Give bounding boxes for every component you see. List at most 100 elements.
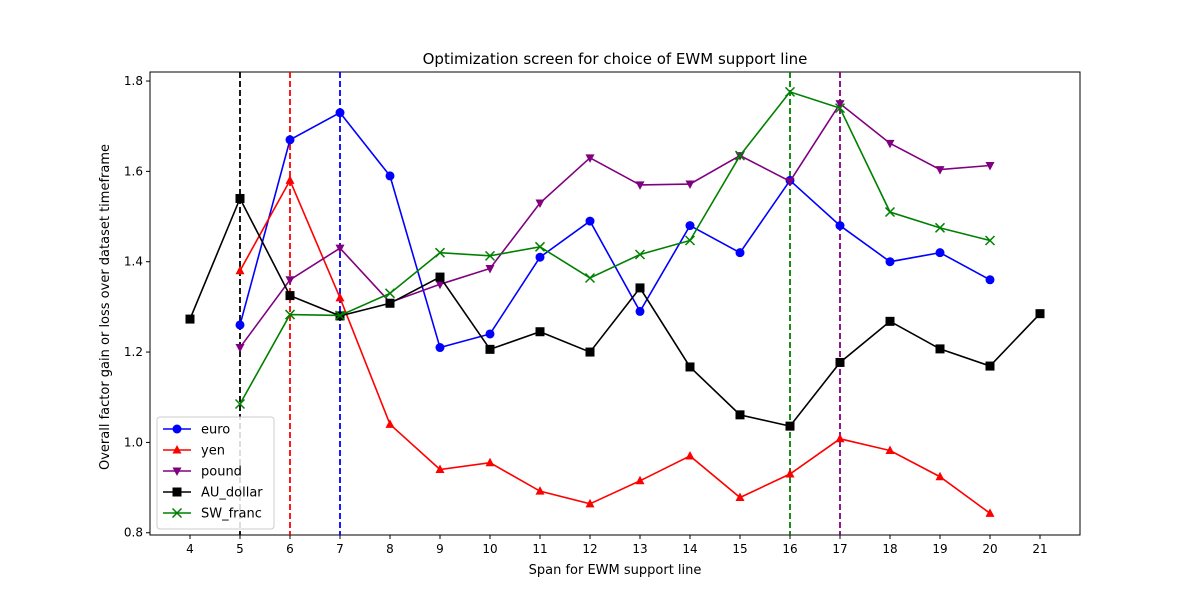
data-point — [885, 257, 895, 267]
plot-frame — [149, 71, 1081, 536]
series-line — [189, 196, 1041, 428]
data-point — [235, 320, 245, 330]
legend: euro yen pound AU_dollar SW_franc — [156, 416, 275, 530]
data-point — [935, 471, 945, 481]
data-point — [435, 343, 445, 353]
data-point — [735, 248, 745, 258]
data-point — [1035, 309, 1045, 319]
data-point — [734, 150, 746, 161]
data-point — [335, 108, 345, 118]
data-point — [235, 193, 245, 203]
data-point — [935, 248, 945, 258]
legend-label: SW_franc — [201, 507, 262, 522]
y-tick-label: 1.4 — [124, 255, 143, 269]
x-tick-label: 21 — [1032, 542, 1047, 556]
data-point — [685, 362, 695, 372]
data-point — [485, 329, 495, 339]
y-axis-label: Overall factor gain or loss over dataset… — [98, 144, 113, 470]
y-tick-label: 1.6 — [124, 164, 143, 178]
data-point — [785, 421, 795, 431]
legend-item: yen — [163, 444, 225, 459]
data-point — [285, 291, 295, 301]
data-point — [172, 424, 182, 434]
data-point — [385, 298, 395, 308]
data-point — [635, 306, 645, 316]
data-point — [435, 464, 445, 474]
y-tick-label: 0.8 — [124, 526, 143, 540]
data-point — [335, 244, 345, 254]
data-point — [835, 221, 845, 231]
series-line — [239, 102, 991, 349]
legend-box — [156, 416, 275, 530]
data-point — [385, 419, 395, 428]
x-tick-label: 10 — [482, 542, 497, 556]
legend-label: pound — [201, 465, 242, 480]
data-point — [285, 276, 295, 285]
data-point — [635, 283, 645, 293]
data-point — [685, 180, 695, 190]
series-pound — [235, 100, 995, 353]
data-point — [685, 221, 695, 231]
data-point — [585, 347, 595, 357]
x-tick-label: 9 — [436, 542, 444, 556]
y-tick-label: 1.2 — [124, 345, 143, 359]
data-point — [172, 445, 182, 454]
data-point — [935, 344, 945, 354]
x-tick-label: 6 — [286, 542, 294, 556]
data-point — [835, 100, 845, 109]
x-tick-label: 14 — [682, 542, 697, 556]
chart-title: Optimization screen for choice of EWM su… — [423, 50, 808, 68]
series-au-dollar — [185, 193, 1045, 431]
data-point — [534, 241, 546, 252]
series-yen — [235, 175, 995, 517]
data-point — [485, 457, 495, 467]
data-point — [185, 314, 195, 324]
series-line — [239, 90, 991, 405]
data-point — [735, 410, 745, 420]
x-tick-label: 5 — [236, 542, 244, 556]
data-point — [735, 492, 745, 502]
x-tick-label: 11 — [532, 542, 547, 556]
data-point — [784, 86, 796, 97]
data-point — [172, 467, 182, 476]
data-point — [285, 135, 295, 145]
data-point — [485, 264, 495, 274]
x-tick-label: 15 — [732, 542, 747, 556]
data-point — [985, 508, 995, 517]
data-point — [635, 181, 645, 190]
data-point — [935, 166, 945, 175]
data-point — [884, 206, 896, 218]
data-point — [635, 475, 645, 485]
series-euro — [235, 108, 995, 353]
data-point — [384, 288, 396, 299]
data-point — [385, 171, 395, 181]
x-tick-label: 20 — [982, 542, 997, 556]
data-point — [284, 309, 296, 320]
data-point — [985, 162, 995, 171]
data-point — [584, 272, 596, 284]
data-point — [985, 361, 995, 371]
legend-label: euro — [201, 423, 230, 438]
data-point — [234, 398, 246, 410]
data-point — [684, 235, 696, 246]
legend-item: SW_franc — [163, 507, 262, 522]
data-point — [834, 103, 846, 114]
data-point — [985, 275, 995, 285]
x-tick-label: 17 — [832, 542, 847, 556]
data-point — [484, 250, 496, 261]
data-point — [171, 507, 183, 519]
legend-item: AU_dollar — [163, 486, 263, 501]
x-tick-label: 4 — [186, 542, 194, 556]
x-tick-label: 13 — [632, 542, 647, 556]
y-tick-label: 1.0 — [124, 435, 143, 449]
x-tick-label: 8 — [386, 542, 394, 556]
data-point — [435, 272, 445, 282]
data-point — [535, 252, 545, 262]
data-point — [235, 265, 245, 275]
data-point — [485, 344, 495, 354]
y-tick-label: 1.8 — [124, 74, 143, 88]
series-sw-franc — [234, 86, 996, 410]
legend-item: euro — [163, 423, 230, 438]
legend-label: yen — [201, 444, 225, 459]
x-tick-label: 19 — [932, 542, 947, 556]
